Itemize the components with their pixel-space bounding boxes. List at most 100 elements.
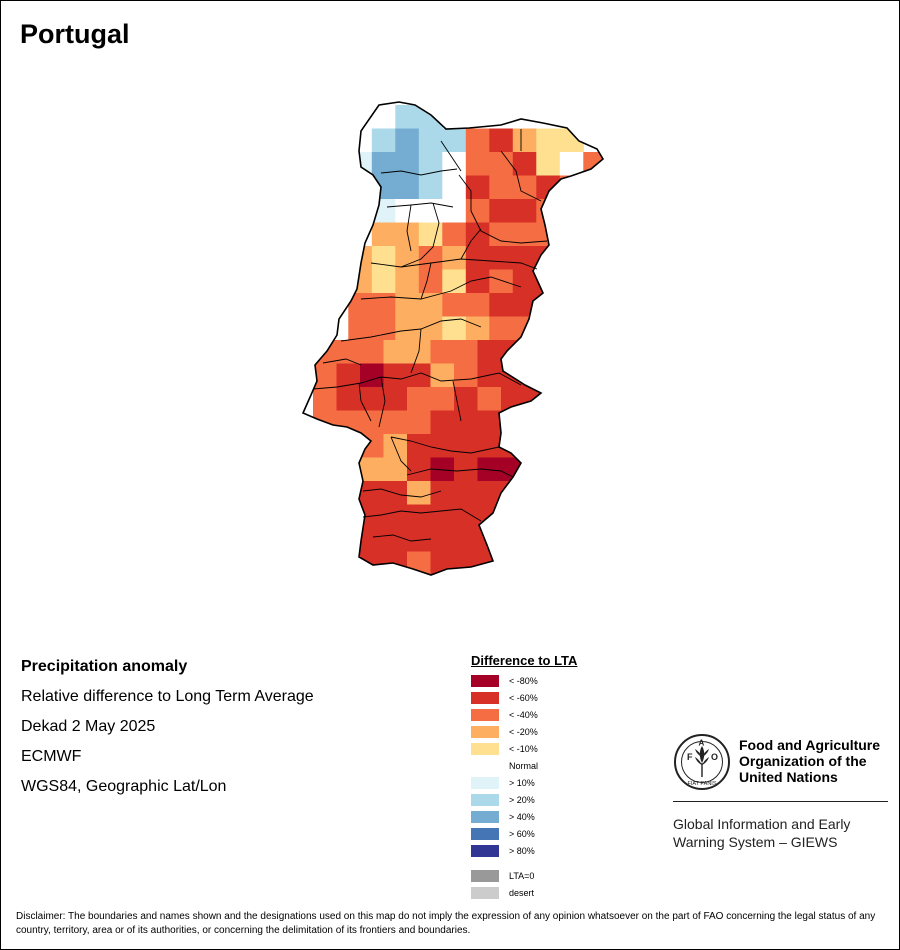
district-boundary	[362, 488, 442, 498]
anomaly-cell	[489, 246, 514, 271]
anomaly-cell	[465, 128, 490, 153]
anomaly-cell	[454, 575, 478, 599]
anomaly-cell	[465, 246, 490, 271]
anomaly-cell	[336, 504, 361, 529]
legend-class-row: < -10%	[471, 741, 577, 758]
district-boundary	[390, 436, 500, 454]
anomaly-cell	[313, 434, 338, 459]
anomaly-cell	[465, 316, 490, 341]
anomaly-cell	[442, 293, 467, 318]
anomaly-cell	[430, 410, 455, 435]
anomaly-cell	[418, 222, 443, 247]
anomaly-cell	[583, 152, 603, 177]
anomaly-cell	[442, 175, 467, 200]
legend-class-label: > 80%	[509, 846, 535, 856]
anomaly-cell	[489, 152, 514, 177]
anomaly-cell	[336, 387, 361, 412]
anomaly-cell	[512, 175, 537, 200]
legend-class-label: Normal	[509, 761, 539, 771]
svg-text:O: O	[711, 752, 718, 762]
anomaly-cell	[418, 246, 443, 271]
anomaly-cell	[407, 575, 431, 599]
legend-class-row: > 80%	[471, 843, 577, 860]
anomaly-cell	[536, 293, 561, 318]
anomaly-cell	[524, 340, 549, 365]
anomaly-cell	[384, 622, 408, 641]
legend-class-swatch	[471, 777, 499, 789]
svg-text:F: F	[687, 752, 693, 762]
anomaly-cell	[536, 152, 561, 177]
anomaly-cell	[430, 363, 455, 388]
country-outline	[301, 101, 605, 576]
anomaly-cell	[525, 599, 549, 623]
anomaly-cell	[501, 340, 526, 365]
giews-name: Global Information and Early Warning Sys…	[673, 815, 850, 851]
legend-class-label: < -40%	[509, 710, 538, 720]
anomaly-cell	[360, 528, 385, 553]
map-info: Precipitation anomaly Relative differenc…	[21, 658, 314, 807]
legend-class-label: > 10%	[509, 778, 535, 788]
legend-extra-swatch	[471, 870, 499, 882]
anomaly-cell	[348, 269, 373, 294]
legend-extra-label: desert	[509, 888, 535, 898]
anomaly-cell	[348, 316, 373, 341]
anomaly-cell	[559, 269, 584, 294]
anomaly-cell	[477, 410, 502, 435]
anomaly-cell	[477, 340, 502, 365]
fao-name-line1: Food and Agriculture	[739, 737, 881, 753]
anomaly-cell	[418, 105, 443, 130]
anomaly-cell	[477, 387, 502, 412]
district-boundary	[380, 168, 458, 176]
anomaly-cell	[524, 551, 549, 575]
anomaly-cell	[548, 528, 573, 553]
district-boundary	[312, 372, 522, 390]
anomaly-cell	[583, 175, 603, 200]
anomaly-cell	[524, 363, 549, 388]
legend-extra: LTA=0 desert	[471, 868, 577, 902]
anomaly-cell	[430, 504, 455, 529]
anomaly-cell	[465, 152, 490, 177]
anomaly-cell	[477, 434, 502, 459]
anomaly-cell	[395, 175, 420, 200]
anomaly-cell	[524, 434, 549, 459]
district-boundary	[410, 328, 422, 374]
legend-class-row: < -80%	[471, 673, 577, 690]
anomaly-cell	[442, 199, 467, 224]
anomaly-cell	[536, 269, 561, 294]
anomaly-cell	[501, 599, 525, 623]
district-boundary	[390, 436, 412, 472]
anomaly-cell	[336, 457, 361, 482]
anomaly-cell	[465, 199, 490, 224]
anomaly-cell	[360, 481, 385, 506]
district-boundary	[362, 508, 482, 522]
legend: Difference to LTA < -80% < -60% < -40% < -2…	[471, 653, 577, 902]
anomaly-cell	[383, 504, 408, 529]
anomaly-cell	[371, 316, 396, 341]
anomaly-cell	[524, 528, 549, 553]
district-boundary	[400, 202, 440, 268]
anomaly-cell	[395, 293, 420, 318]
anomaly-cell	[571, 551, 596, 575]
legend-class-swatch	[471, 811, 499, 823]
anomaly-cell	[442, 222, 467, 247]
info-projection: WGS84, Geographic Lat/Lon	[21, 778, 227, 795]
fao-name-line3: United Nations	[739, 769, 838, 785]
anomaly-cell	[383, 387, 408, 412]
anomaly-cell	[489, 175, 514, 200]
anomaly-cell	[559, 199, 584, 224]
anomaly-cell	[512, 128, 537, 153]
anomaly-cell	[407, 481, 432, 506]
legend-extra-row: LTA=0	[471, 868, 577, 885]
anomaly-cell	[418, 128, 443, 153]
anomaly-cell	[313, 481, 338, 506]
district-boundary	[360, 276, 522, 300]
district-boundary	[406, 468, 514, 478]
district-boundary	[406, 204, 412, 252]
info-title: Precipitation anomaly	[21, 658, 188, 675]
anomaly-cell	[442, 246, 467, 271]
legend-class-row: > 20%	[471, 792, 577, 809]
anomaly-cell	[360, 622, 384, 641]
fao-logo-icon: F O A FIAT PANIS	[674, 734, 730, 790]
legend-class-row: < -60%	[471, 690, 577, 707]
district-boundary	[420, 262, 432, 300]
